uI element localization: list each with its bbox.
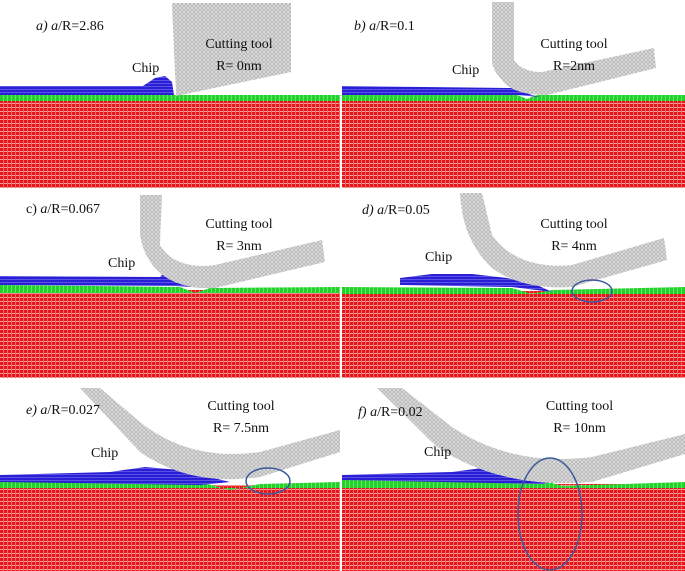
tool-label-d: Cutting tool R= 4nm (540, 217, 608, 254)
panel-label-a: a) a/R=2.86 (36, 19, 104, 34)
panel-label-e: e) a/R=0.027 (26, 403, 101, 418)
panel-label-f: f) a/R=0.02 (358, 405, 423, 420)
panel-d: d) a/R=0.05 Cutting tool R= 4nm Chip (342, 190, 685, 378)
chip-pile (143, 76, 174, 95)
substrate (0, 100, 340, 188)
chip-label-d: Chip (425, 250, 453, 265)
cutting-tool (172, 3, 291, 96)
md-snapshot-b (342, 2, 685, 188)
panel-label-b: b) a/R=0.1 (354, 19, 415, 34)
chip-label-b: Chip (452, 63, 480, 78)
md-snapshot-a (0, 3, 340, 188)
tool-label-e: Cutting tool R= 7.5nm (207, 399, 275, 436)
md-snapshot-f (342, 388, 685, 571)
chip-label-a: Chip (132, 61, 160, 76)
panel-a: a) a/R=2.86 Cutting tool R= 0nm Chip (0, 0, 340, 188)
tool-label-b: Cutting tool R=2nm (540, 37, 608, 74)
chip-label-f: Chip (424, 445, 452, 460)
surface-layer (0, 95, 340, 101)
panel-label-c: c) a/R=0.067 (26, 202, 101, 217)
tool-label-f: Cutting tool R= 10nm (545, 399, 614, 436)
md-snapshot-d (342, 193, 685, 378)
chip-label-c: Chip (108, 256, 136, 271)
md-snapshot-c (0, 195, 340, 378)
panel-e: e) a/R=0.027 Cutting tool R= 7.5nm Chip (0, 382, 340, 571)
tool-label-c: Cutting tool R= 3nm (205, 217, 273, 254)
highlight-ellipse (571, 279, 613, 303)
tool-label-a: Cutting tool R= 0nm (205, 37, 273, 74)
chip-layer (0, 86, 172, 95)
chip-label-e: Chip (91, 446, 119, 461)
panel-label-d: d) a/R=0.05 (362, 203, 430, 218)
panel-f: f) a/R=0.02 Cutting tool R= 10nm Chip (342, 382, 685, 571)
panel-c: c) a/R=0.067 Cutting tool R= 3nm Chip (0, 190, 340, 378)
panel-b: b) a/R=0.1 Cutting tool R=2nm Chip (342, 0, 685, 188)
md-snapshot-e (0, 388, 340, 571)
